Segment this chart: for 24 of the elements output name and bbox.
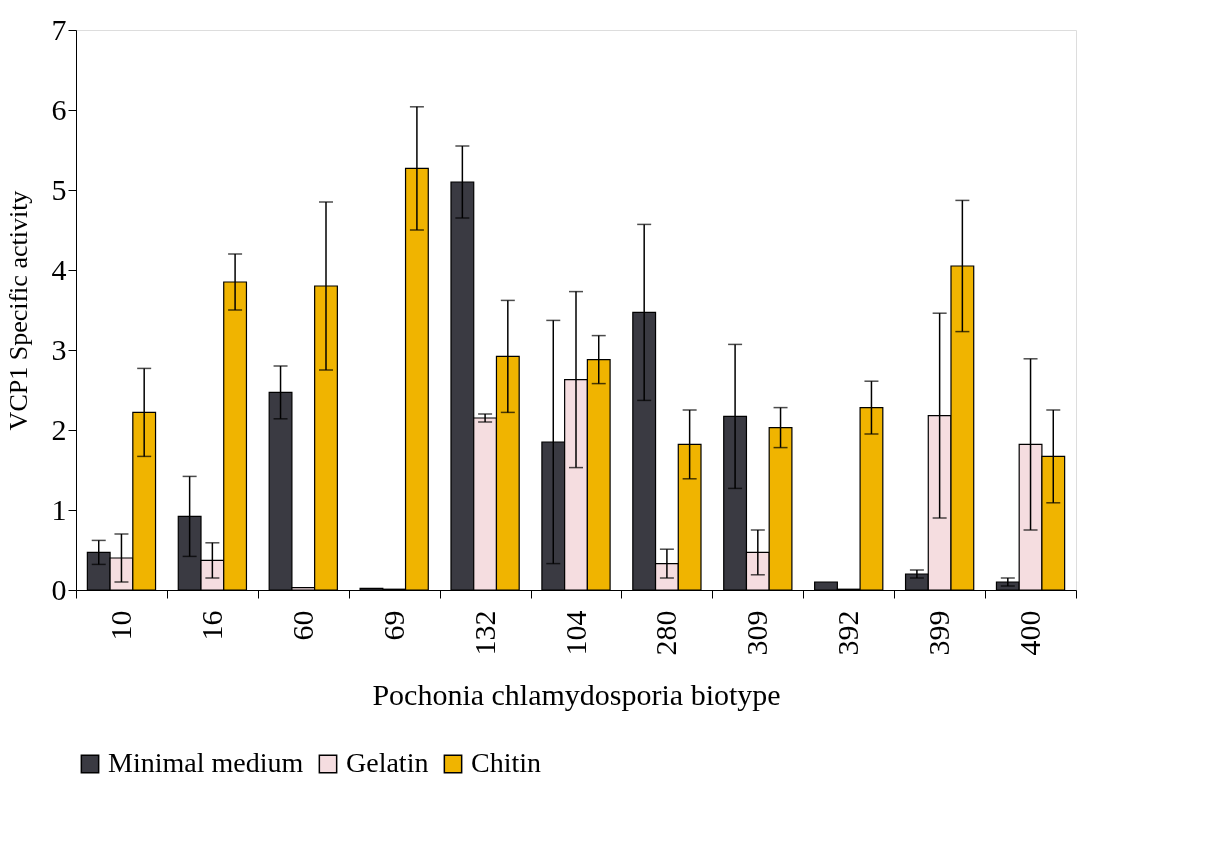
y-tick-label: 1	[51, 492, 67, 526]
y-tick-label: 0	[51, 572, 67, 606]
y-tick-label: 6	[51, 92, 67, 126]
legend-label: Gelatin	[346, 747, 429, 778]
x-tick-label: 400	[1013, 610, 1047, 656]
legend-label: Chitin	[471, 747, 542, 778]
x-tick-label: 132	[467, 610, 501, 656]
x-tick-label: 392	[831, 610, 865, 656]
x-tick-label: 309	[740, 610, 774, 656]
x-tick-label: 60	[285, 610, 319, 641]
y-tick-label: 7	[51, 12, 67, 46]
legend-label: Minimal medium	[108, 747, 304, 778]
y-tick-label: 2	[51, 412, 67, 446]
y-tick-label: 5	[51, 172, 67, 206]
y-axis-title: VCP1 Specific activity	[3, 190, 33, 431]
x-tick-label: 280	[649, 610, 683, 656]
x-tick-label: 69	[376, 610, 410, 641]
x-tick-label: 10	[103, 610, 137, 641]
y-tick-label: 3	[51, 332, 67, 366]
x-tick-label: 104	[558, 610, 592, 656]
x-tick-label: 399	[922, 610, 956, 656]
x-axis-title: Pochonia chlamydosporia biotype	[372, 677, 781, 711]
y-tick-label: 4	[51, 252, 67, 286]
x-tick-label: 16	[194, 610, 228, 641]
